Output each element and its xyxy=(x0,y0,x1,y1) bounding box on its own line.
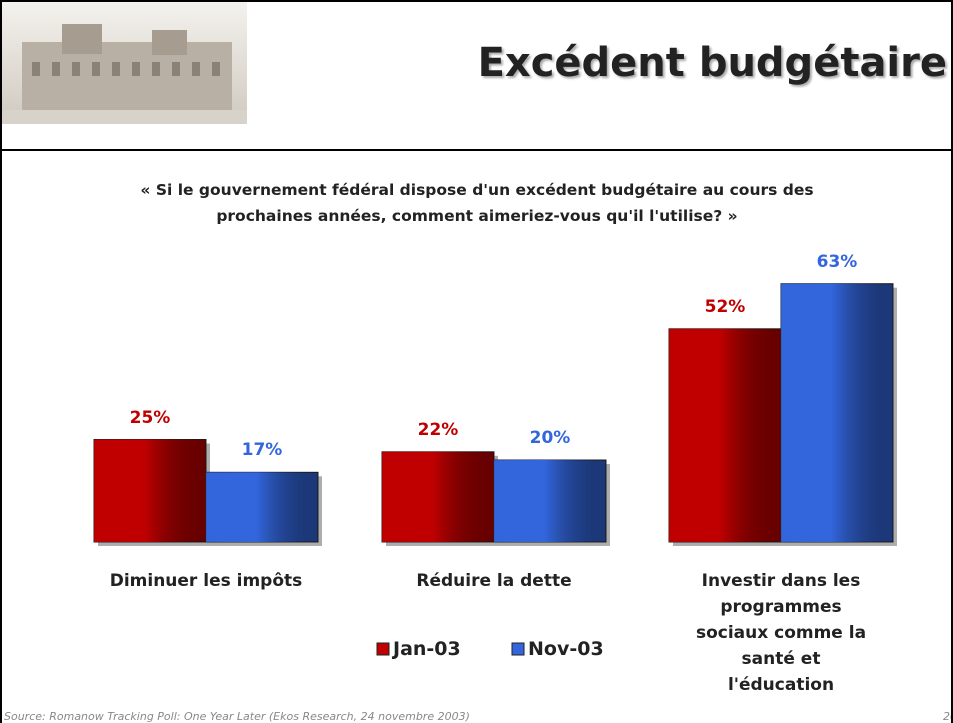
x-tick-label: Diminuer les impôts xyxy=(109,571,303,591)
chart-title: Excédent budgétaire xyxy=(477,40,947,86)
source: Source: Romanow Tracking Poll: One Year … xyxy=(4,710,470,723)
bar xyxy=(493,459,607,543)
page-number: 20 xyxy=(943,710,951,723)
bar xyxy=(205,471,319,543)
x-tick-label: Investir dans les programmes sociaux com… xyxy=(695,571,867,695)
value-label: 52% xyxy=(704,296,746,317)
bar xyxy=(93,439,207,543)
legend-swatch xyxy=(511,642,525,656)
value-label: 25% xyxy=(129,407,171,428)
header-image xyxy=(2,2,247,124)
value-label: 63% xyxy=(816,251,858,272)
bar xyxy=(668,328,782,543)
value-label: 17% xyxy=(241,440,283,461)
legend-label: Nov-03 xyxy=(528,638,604,660)
bar xyxy=(381,451,495,543)
x-tick-label: Réduire la dette xyxy=(416,571,572,591)
value-label: 22% xyxy=(417,419,459,440)
chart-subtitle: « Si le gouvernement fédéral dispose d'u… xyxy=(140,181,814,225)
value-label: 20% xyxy=(529,428,571,448)
bar xyxy=(780,283,894,543)
legend-label: Jan-03 xyxy=(393,638,461,660)
legend-swatch xyxy=(376,642,390,656)
